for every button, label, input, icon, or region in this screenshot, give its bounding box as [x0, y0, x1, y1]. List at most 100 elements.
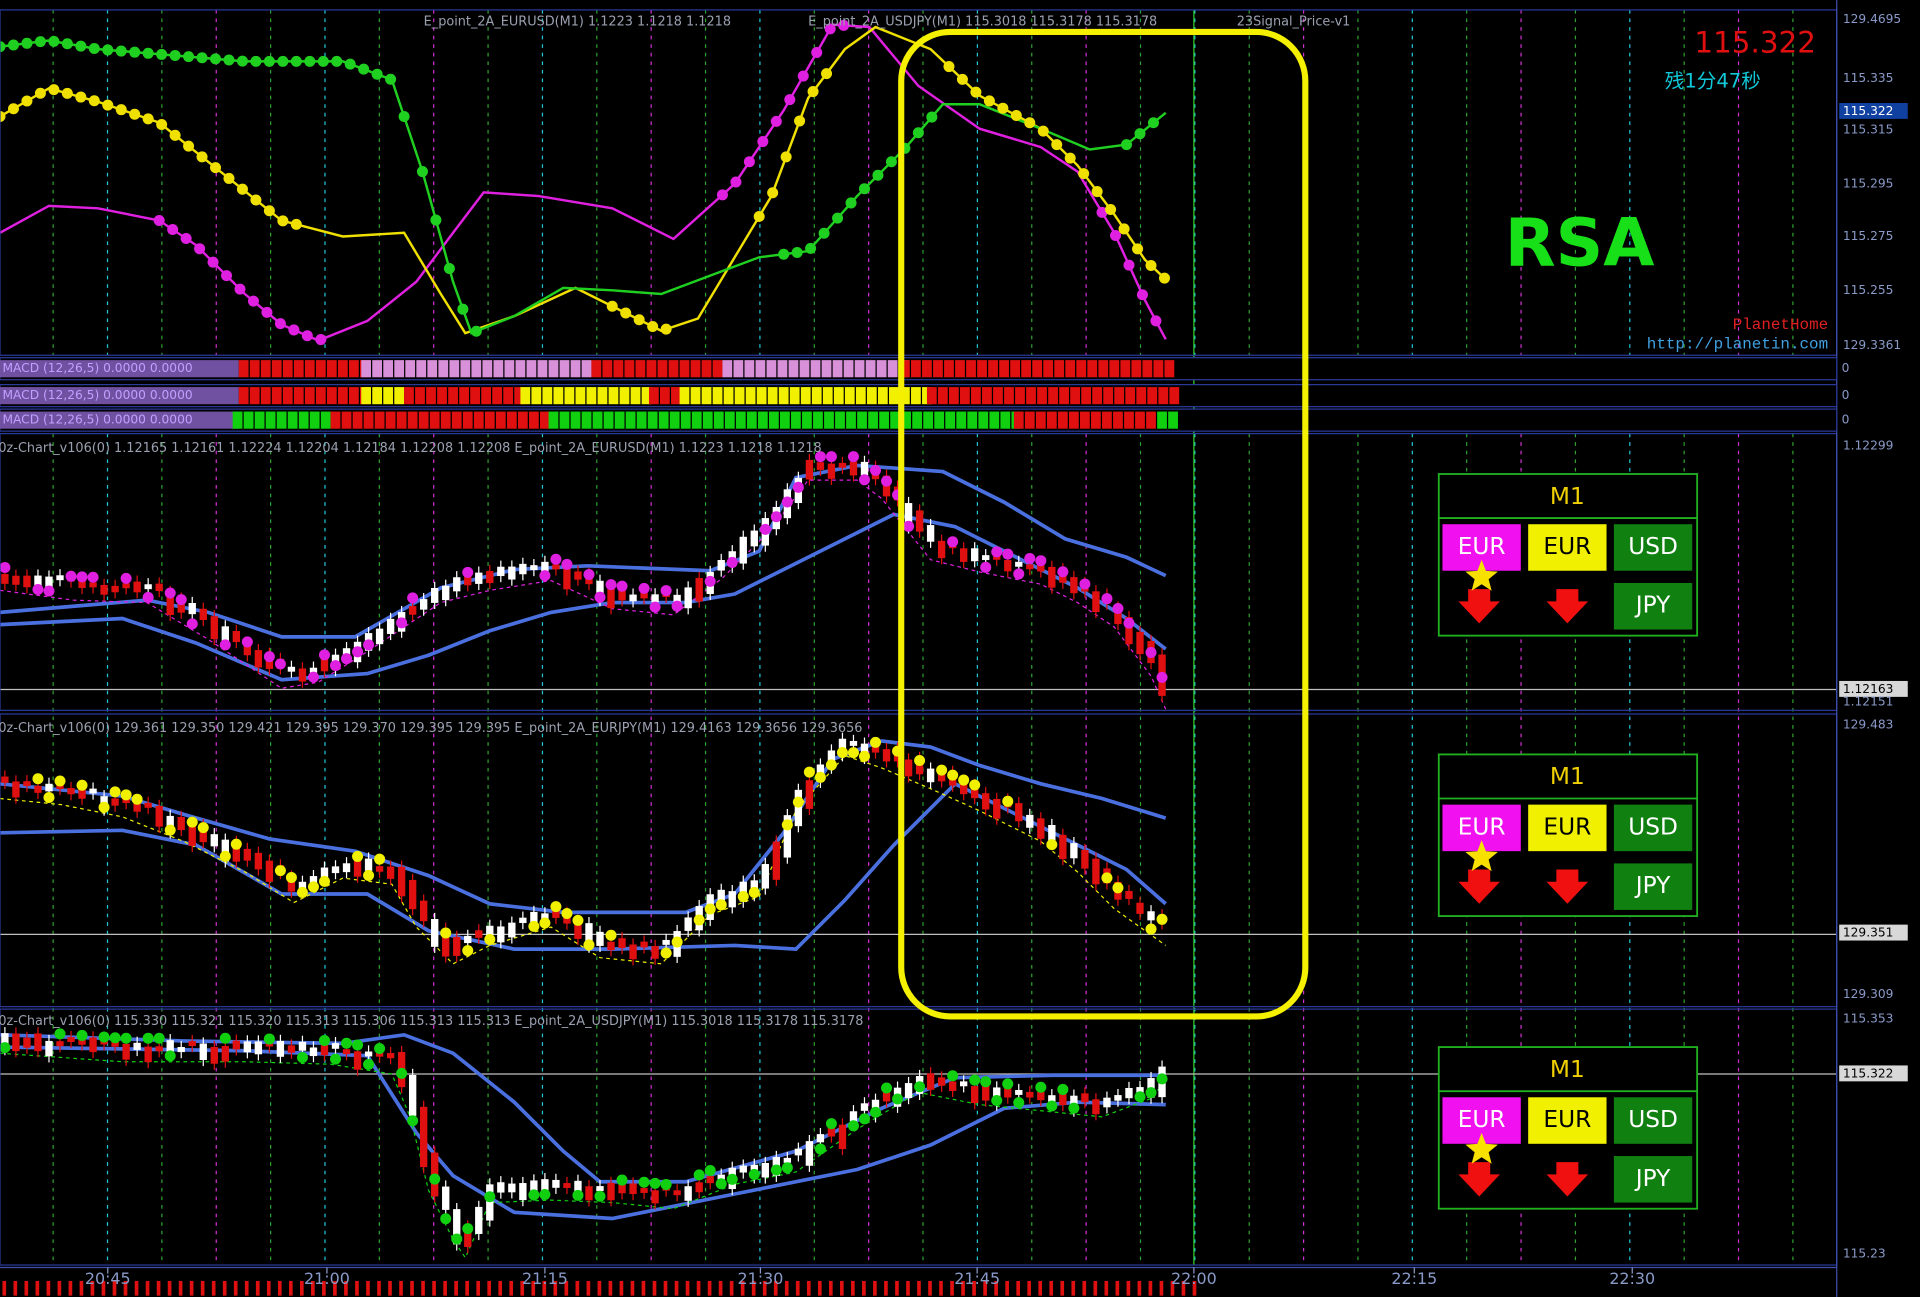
candle-body	[166, 592, 174, 616]
candle-body	[1059, 1092, 1067, 1106]
indicator-dot	[832, 212, 844, 224]
strip-cell	[1125, 387, 1136, 405]
strip-cell	[658, 411, 669, 429]
indicator-dot	[274, 318, 286, 330]
strip-cell	[564, 387, 575, 405]
volume-tick	[498, 1280, 503, 1296]
strip-axis-label: 0	[1842, 413, 1850, 427]
indicator-dot	[943, 61, 955, 73]
indicator-dot	[767, 187, 779, 199]
candle-body	[464, 574, 472, 586]
indicator-dot	[88, 42, 100, 54]
indicator-dot	[594, 1190, 606, 1202]
volume-tick	[1126, 1280, 1131, 1296]
candle-body	[342, 863, 351, 873]
indicator-dot	[374, 853, 386, 865]
strip-cell	[982, 387, 992, 405]
candle-body	[166, 1040, 174, 1055]
indicator-dot	[43, 792, 55, 804]
indicator-dot	[153, 215, 165, 227]
candle-body	[673, 594, 681, 607]
indicator-dot	[818, 227, 830, 239]
volume-tick	[542, 1280, 547, 1296]
strip-cell	[1048, 387, 1058, 405]
indicator-dot	[1134, 128, 1146, 140]
indicator-dot	[633, 314, 645, 326]
volume-tick	[24, 1280, 29, 1296]
volume-tick	[300, 1280, 304, 1296]
indicator-dot	[109, 1032, 121, 1044]
indicator-dot	[129, 108, 141, 120]
indicator-dot	[1156, 671, 1168, 683]
axis-label: 115.275	[1843, 229, 1894, 243]
candle-body	[254, 650, 263, 668]
candle-body	[1015, 803, 1023, 822]
candle-body	[860, 1103, 869, 1111]
indicator-dot	[230, 838, 242, 850]
indicator-dot	[847, 1120, 859, 1132]
candle-body	[188, 1041, 196, 1047]
strip-cell	[691, 411, 702, 429]
strip-cell	[271, 387, 282, 405]
candle-body	[1037, 563, 1045, 572]
volume-tick	[178, 1280, 183, 1296]
axis-label: 115.322	[1843, 104, 1894, 118]
volume-tick	[806, 1280, 811, 1296]
axis-label: 115.295	[1843, 176, 1894, 190]
indicator-dot	[221, 270, 233, 282]
indicator-dot	[484, 934, 496, 946]
indicator-dot	[274, 658, 286, 670]
currency-label: EUR	[1458, 813, 1506, 840]
indicator-dot	[250, 194, 262, 206]
indicator-dot	[285, 872, 297, 884]
candle-body	[993, 798, 1001, 819]
time-label: 22:15	[1391, 1269, 1437, 1288]
indicator-dot	[250, 55, 262, 67]
indicator-dot	[693, 1169, 705, 1181]
strip-cell	[282, 360, 293, 378]
currency-label: USD	[1628, 533, 1678, 560]
indicator-dot	[429, 1173, 441, 1185]
candle-body	[298, 668, 307, 682]
indicator-dot	[0, 1042, 11, 1054]
strip-cell	[383, 360, 394, 378]
strip-cell	[1146, 411, 1156, 429]
indicator-dot	[277, 215, 289, 227]
candle-body	[89, 1037, 97, 1053]
currency-label: EUR	[1543, 533, 1591, 560]
candle-body	[860, 743, 869, 758]
axis-label: 115.322	[1843, 1067, 1894, 1081]
indicator-dot	[352, 1039, 364, 1051]
candle-body	[210, 1046, 218, 1064]
candle-body	[1048, 825, 1056, 843]
currency-cell	[1528, 804, 1607, 852]
indicator-dot	[102, 99, 114, 111]
strip-cell	[260, 387, 271, 405]
candle-body	[100, 584, 108, 595]
strip-cell	[1068, 411, 1079, 429]
indicator-dot	[660, 947, 672, 959]
volume-tick	[167, 1280, 172, 1296]
candle-body	[982, 793, 990, 810]
indicator-dot	[980, 561, 992, 573]
strip-cell	[971, 387, 981, 405]
candle-body	[1114, 607, 1122, 625]
candle-body	[849, 740, 858, 746]
strip-cell	[866, 387, 877, 405]
strip-cell	[701, 360, 712, 378]
axis-label: 129.3361	[1843, 338, 1901, 352]
axis-label: 115.353	[1843, 1011, 1894, 1025]
candle-body	[1015, 1089, 1023, 1095]
strip-cell	[967, 411, 978, 429]
indicator-dot	[331, 55, 343, 67]
candle-body	[408, 606, 417, 615]
indicator-dot	[870, 1106, 882, 1118]
indicator-dot	[991, 546, 1003, 558]
indicator-dot	[550, 553, 562, 565]
indicator-dot	[753, 210, 765, 222]
volume-tick	[1027, 1280, 1032, 1296]
strip-cell	[1113, 411, 1123, 429]
axis-label: 115.255	[1843, 283, 1894, 297]
volume-tick	[1049, 1280, 1054, 1296]
indicator-dot	[156, 119, 168, 131]
